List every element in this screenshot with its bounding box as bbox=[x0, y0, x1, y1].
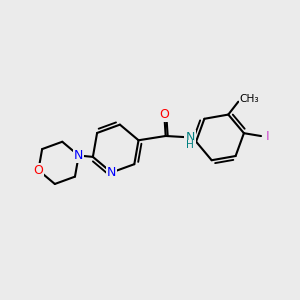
Text: O: O bbox=[34, 164, 43, 177]
Text: I: I bbox=[265, 130, 269, 142]
Text: CH₃: CH₃ bbox=[240, 94, 259, 104]
Text: N: N bbox=[107, 166, 116, 179]
Text: H: H bbox=[186, 140, 194, 150]
Text: N: N bbox=[74, 149, 83, 162]
Text: N: N bbox=[185, 131, 195, 144]
Text: O: O bbox=[159, 108, 169, 121]
